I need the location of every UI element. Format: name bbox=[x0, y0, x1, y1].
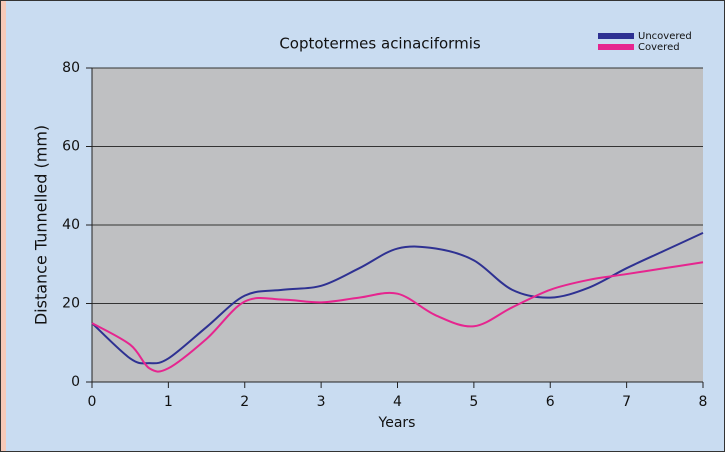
left-strip bbox=[0, 0, 6, 452]
y-tick-label: 80 bbox=[62, 60, 80, 76]
x-tick-label: 3 bbox=[317, 394, 326, 410]
x-tick-label: 7 bbox=[622, 394, 631, 410]
x-tick-label: 6 bbox=[546, 394, 555, 410]
legend-label: Covered bbox=[638, 42, 680, 53]
x-tick-label: 1 bbox=[164, 394, 173, 410]
y-axis-label: Distance Tunnelled (mm) bbox=[32, 125, 51, 325]
y-tick-label: 60 bbox=[62, 139, 80, 155]
legend-swatch bbox=[598, 33, 634, 39]
y-tick-label: 20 bbox=[62, 296, 80, 312]
chart-title: Coptotermes acinaciformis bbox=[279, 35, 481, 53]
x-tick-label: 2 bbox=[240, 394, 249, 410]
y-tick-label: 0 bbox=[71, 374, 80, 390]
x-tick-label: 8 bbox=[699, 394, 708, 410]
x-tick-label: 4 bbox=[393, 394, 402, 410]
line-series bbox=[91, 261, 704, 373]
x-tick-label: 5 bbox=[469, 394, 478, 410]
line-series bbox=[91, 231, 704, 365]
x-axis-label: Years bbox=[378, 415, 416, 431]
legend-label: Uncovered bbox=[638, 31, 692, 42]
legend-swatch bbox=[598, 44, 634, 50]
y-tick-label: 40 bbox=[62, 217, 80, 233]
x-tick-label: 0 bbox=[88, 394, 97, 410]
